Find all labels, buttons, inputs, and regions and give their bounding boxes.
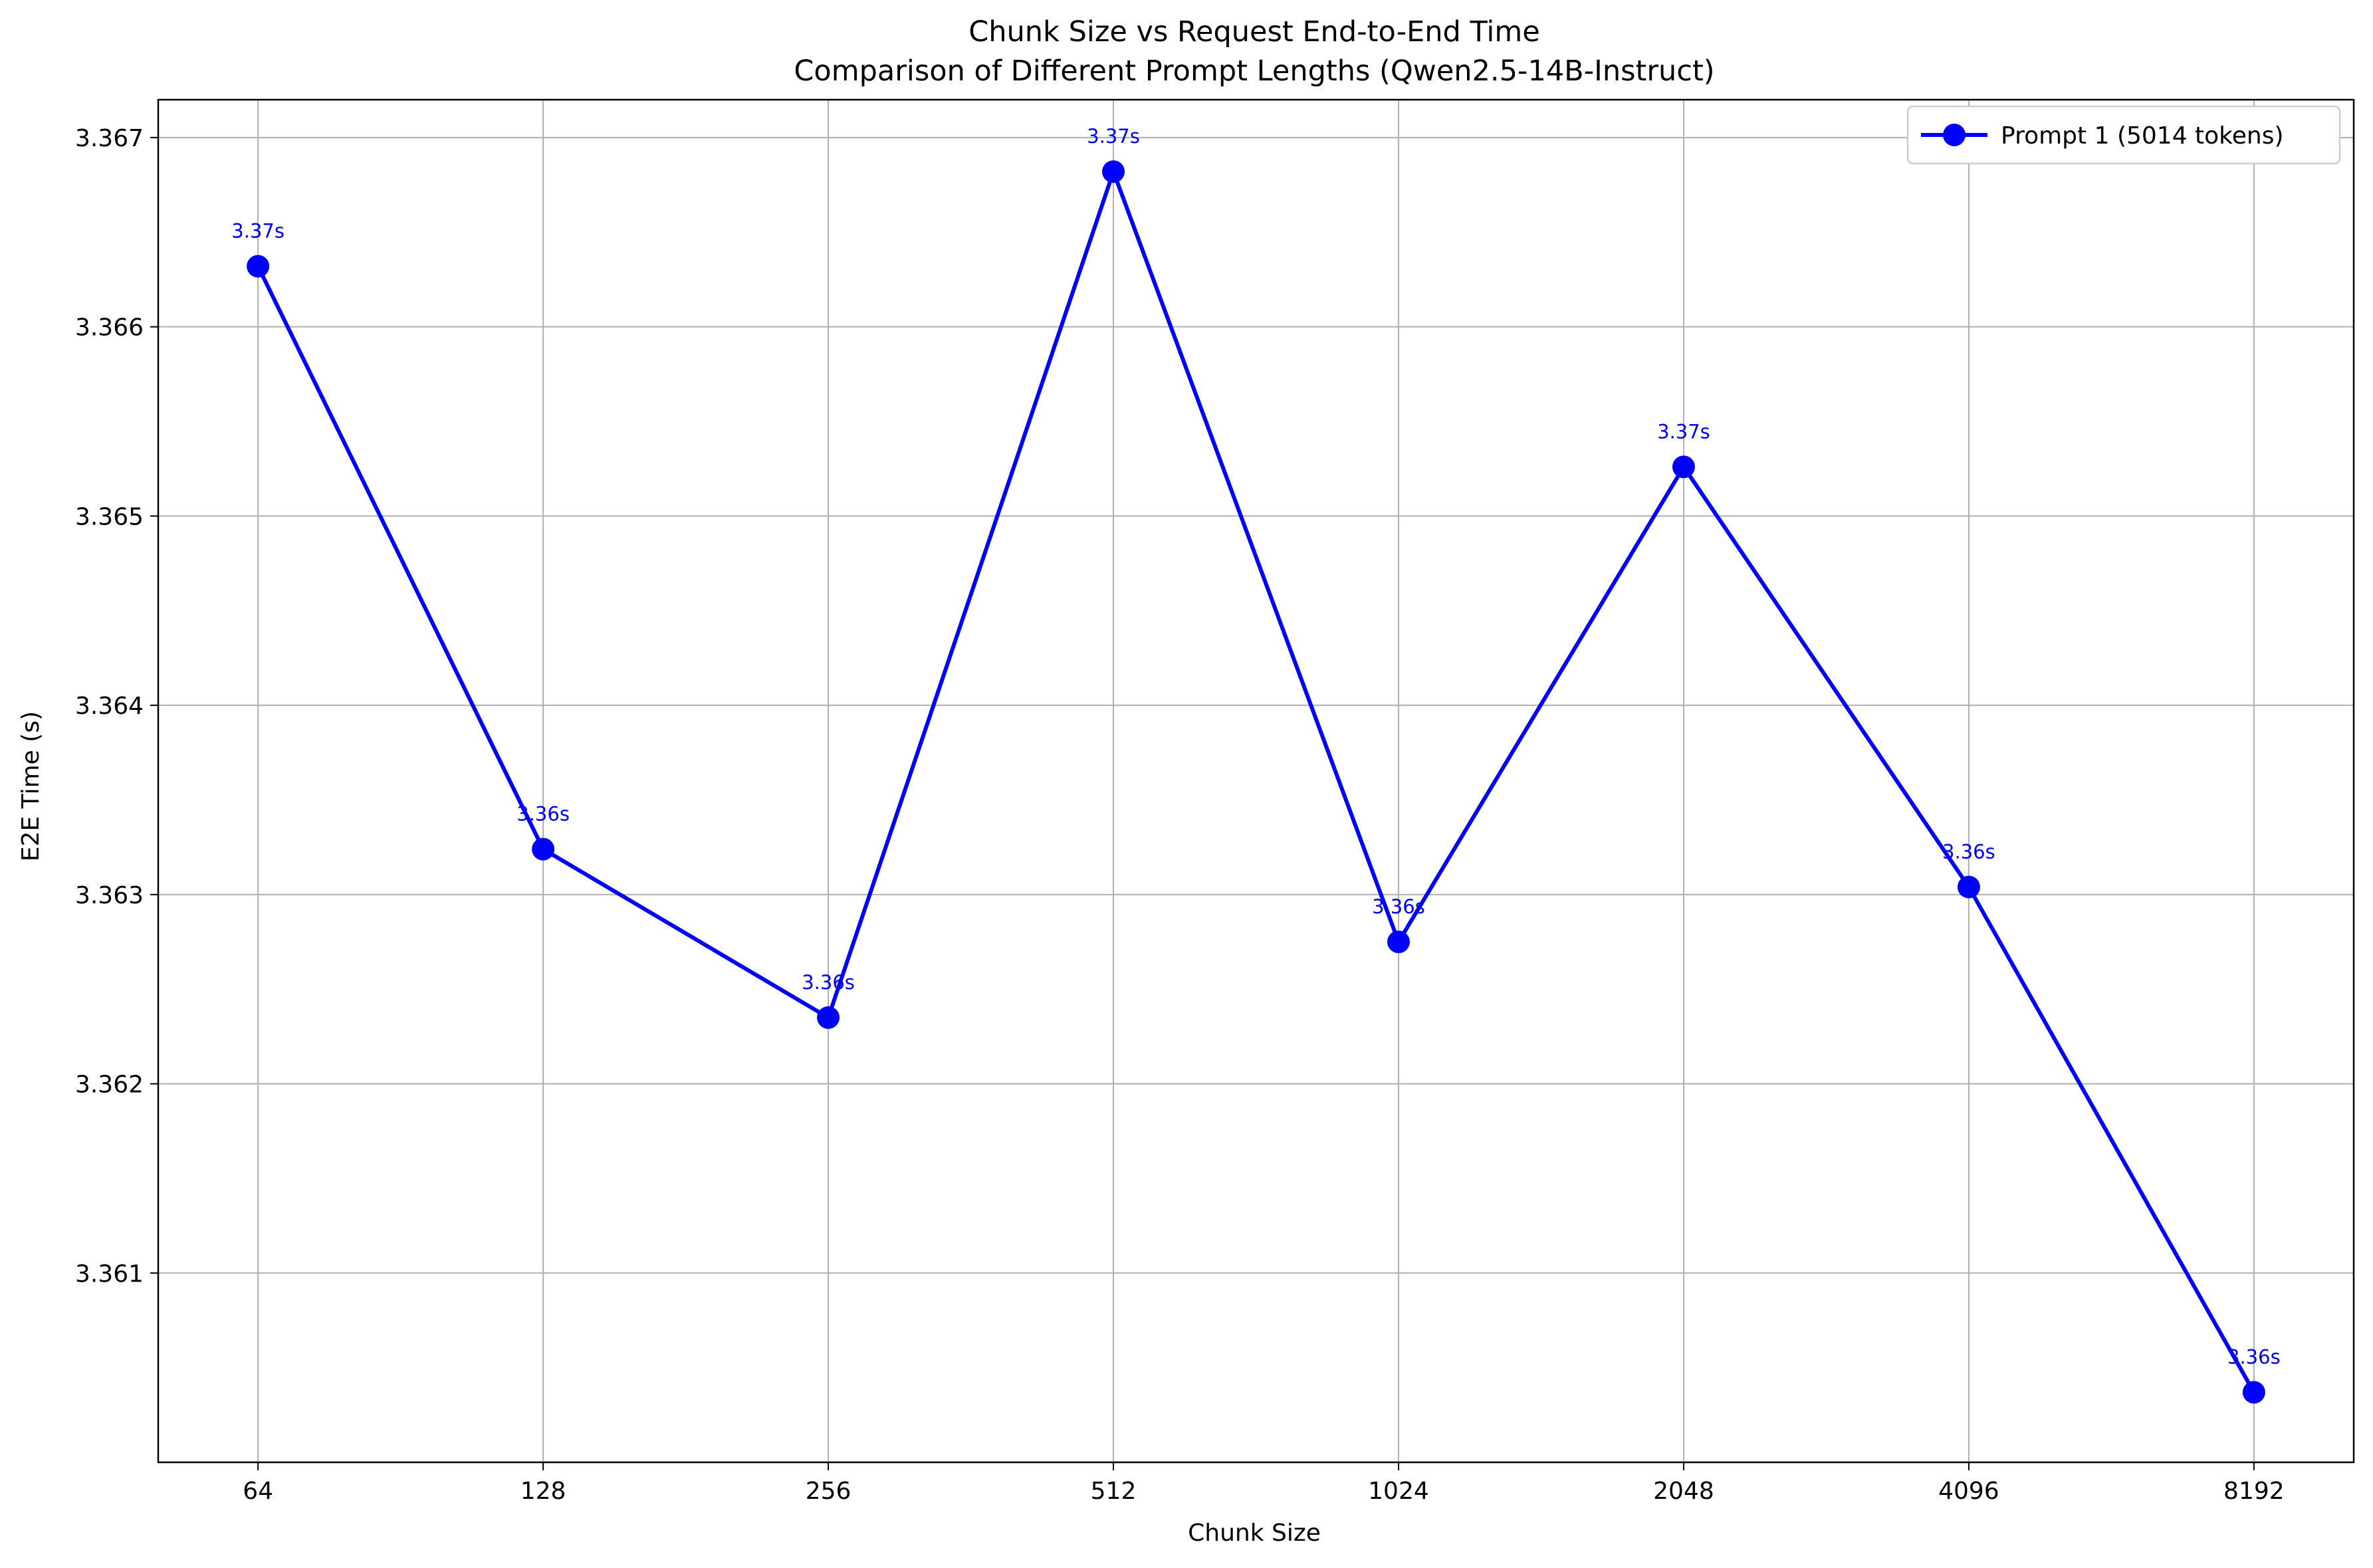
data-label: 3.37s [1087,125,1140,148]
data-point [247,255,270,278]
x-tick-label: 256 [806,1478,851,1505]
legend-label: Prompt 1 (5014 tokens) [2001,122,2284,150]
y-axis-label: E2E Time (s) [17,711,45,861]
data-label: 3.37s [231,220,284,243]
y-tick-label: 3.361 [75,1260,144,1288]
x-tick-label: 4096 [1938,1478,1999,1505]
data-label: 3.36s [802,971,855,994]
series-line [256,169,2256,1394]
x-tick-label: 8192 [2223,1478,2285,1505]
series-layer: 3.37s 3.36s 3.36s 3.37s 3.36s 3.37s 3.36s 3.36s [231,125,2281,1404]
data-label: 3.36s [516,803,570,826]
data-point [1387,931,1410,954]
y-tick-label: 3.362 [75,1071,144,1099]
data-point [2242,1381,2265,1404]
y-tick-label: 3.363 [75,882,144,909]
x-axis: 64 128 256 512 1024 2048 4096 8192 [243,1462,2285,1505]
data-label: 3.36s [2227,1346,2281,1369]
legend-box [1906,105,2341,165]
data-point [817,1006,840,1029]
chart-subtitle: Comparison of Different Prompt Lengths (… [794,55,1714,88]
x-tick-label: 128 [520,1478,566,1505]
x-tick-label: 2048 [1653,1478,1714,1505]
x-tick-label: 512 [1091,1478,1137,1505]
grid [158,100,2354,1462]
y-tick-label: 3.364 [75,693,144,720]
data-label: 3.36s [1372,895,1425,918]
plot-area-frame [157,98,2355,1464]
y-axis: 3.361 3.362 3.363 3.364 3.365 3.366 3.367 [75,125,158,1288]
data-point [532,838,555,861]
legend-marker [1943,124,1966,146]
data-point [1672,455,1695,479]
x-axis-label: Chunk Size [1188,1519,1321,1547]
y-tick-label: 3.366 [75,314,144,342]
y-tick-label: 3.367 [75,125,144,152]
data-point [1957,875,1980,899]
data-label: 3.37s [1657,420,1710,443]
x-tick-label: 64 [243,1478,273,1505]
data-label: 3.36s [1942,840,1995,863]
legend: Prompt 1 (5014 tokens) [1906,105,2341,165]
data-point [1102,160,1125,183]
chart-title: Chunk Size vs Request End-to-End Time [968,15,1539,49]
x-tick-label: 1024 [1368,1478,1429,1505]
y-tick-label: 3.365 [75,503,144,530]
